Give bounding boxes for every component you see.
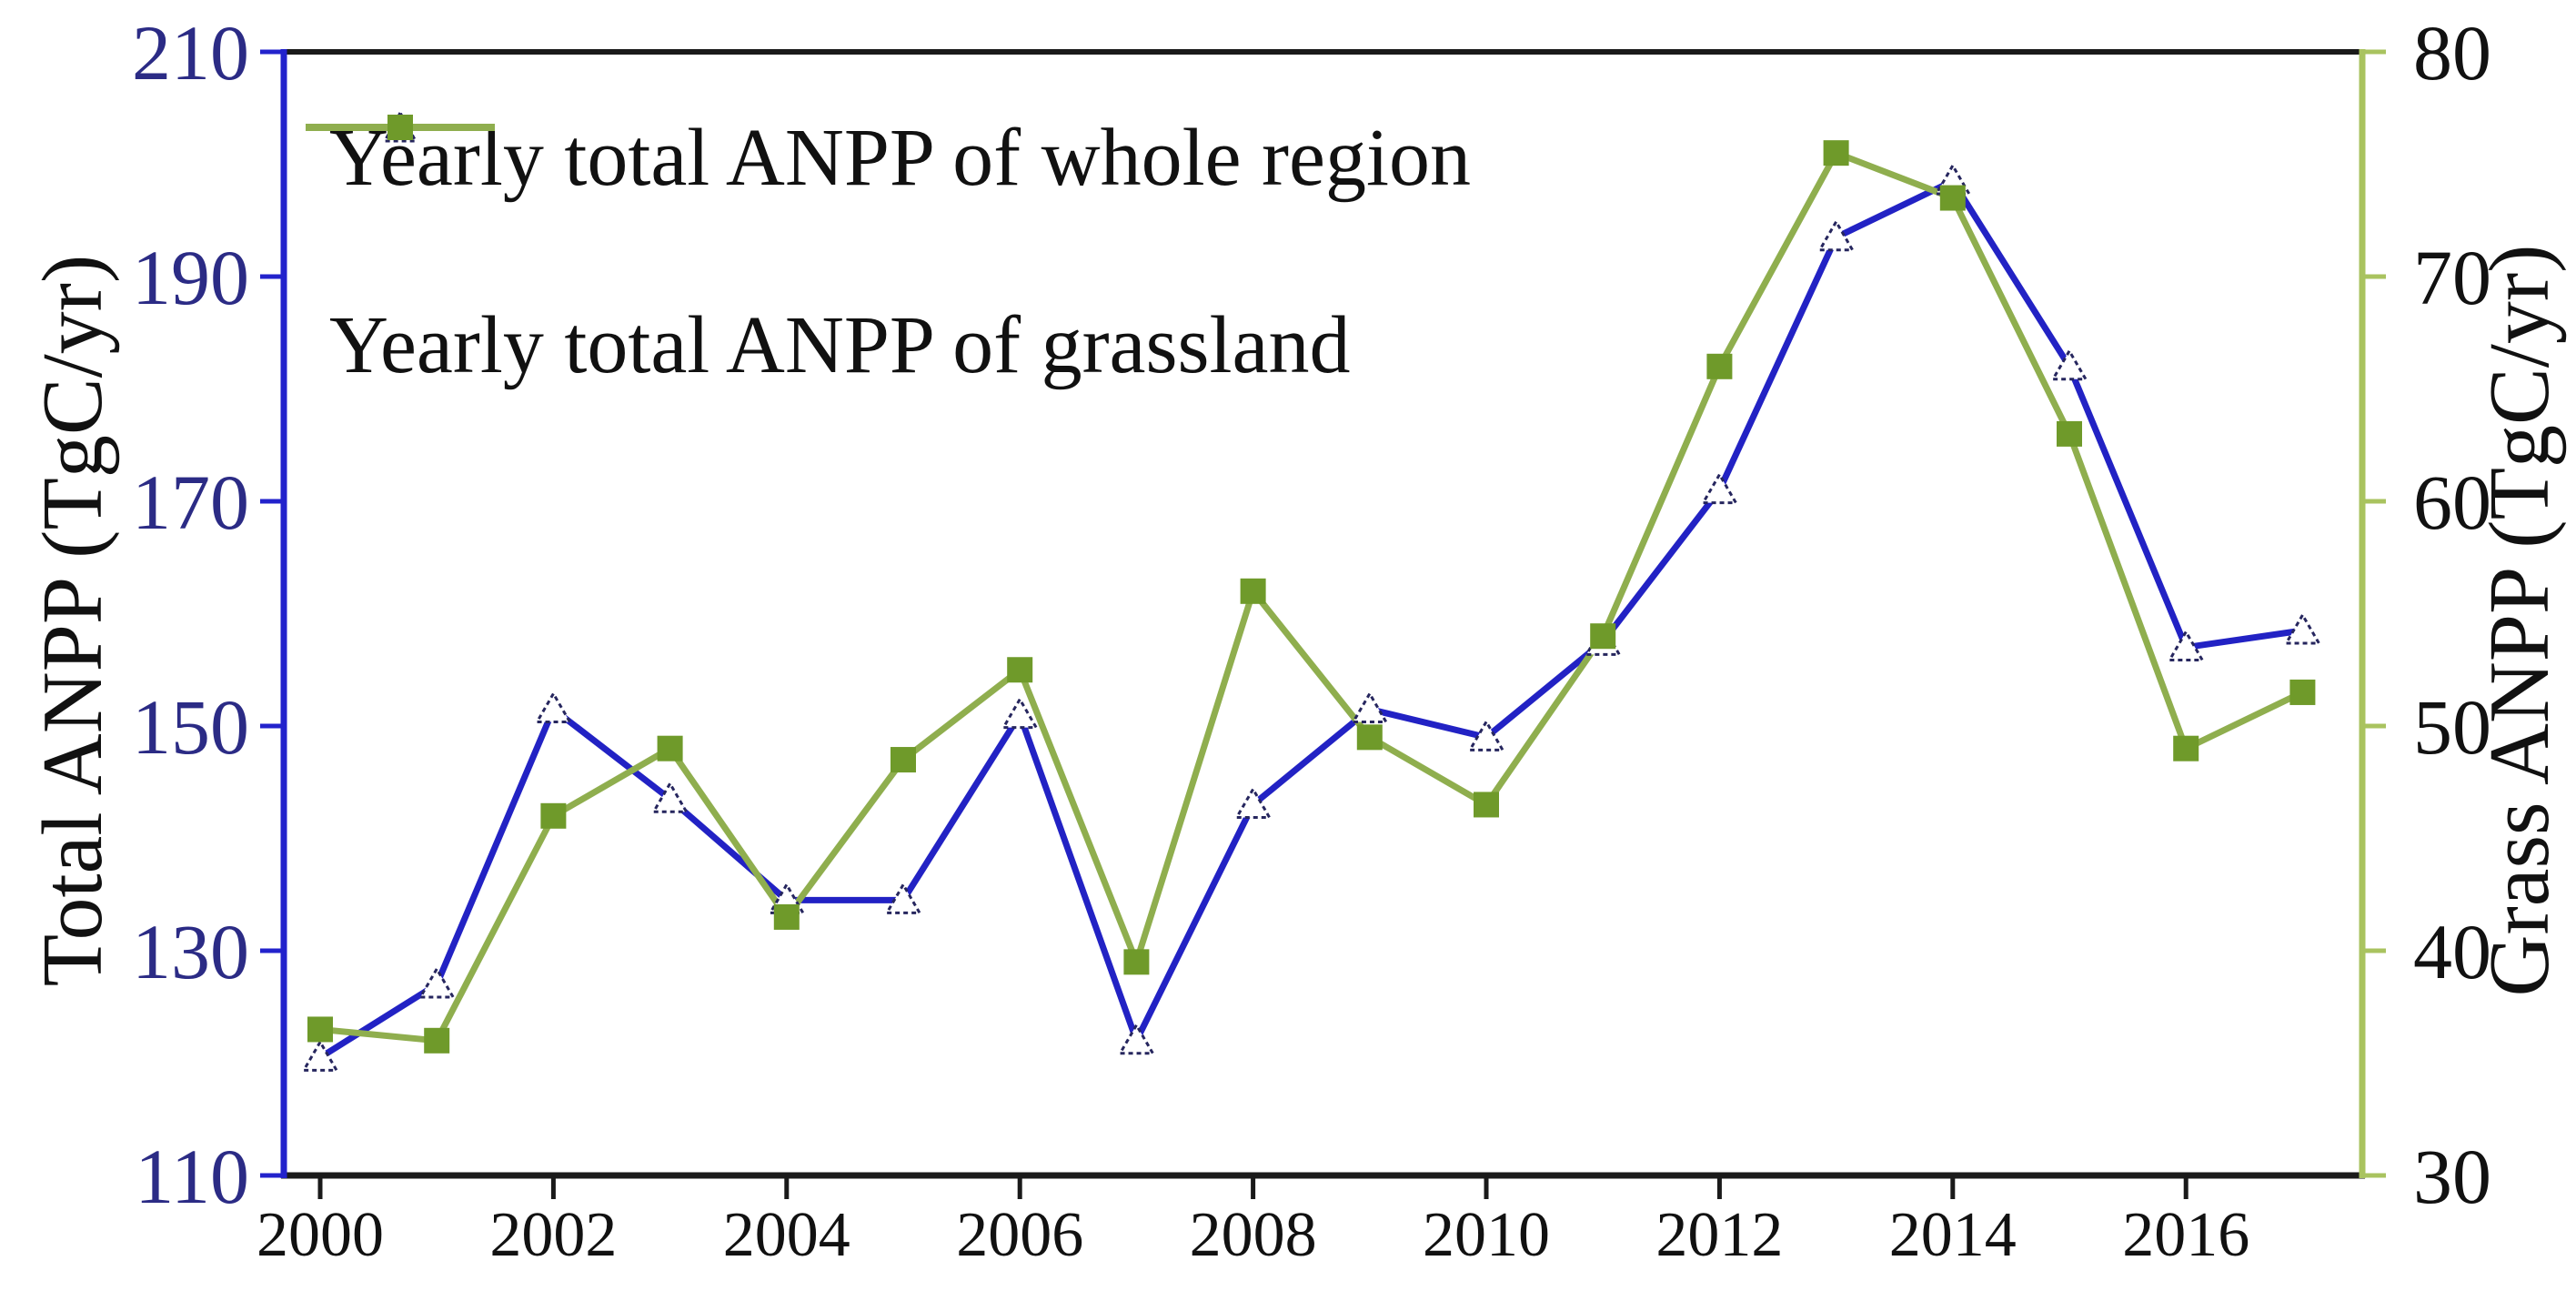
data-point-whole-region <box>1001 696 1039 730</box>
legend-label-whole-region: Yearly total ANPP of whole region <box>329 112 1471 203</box>
data-point-grassland <box>424 1027 450 1054</box>
data-point-grassland <box>1706 353 1733 379</box>
right-axis-tick-label: 70 <box>2413 234 2491 321</box>
right-axis-tick-label: 40 <box>2413 908 2491 995</box>
legend-label-grassland: Yearly total ANPP of grassland <box>329 299 1351 390</box>
right-axis-tick-label: 80 <box>2413 9 2491 96</box>
data-point-whole-region <box>2283 612 2322 645</box>
data-point-whole-region <box>650 781 689 813</box>
data-point-grassland <box>1474 792 1499 818</box>
left-axis-tick-label: 110 <box>135 1133 249 1220</box>
data-point-whole-region <box>1233 786 1273 819</box>
left-axis-title: Total ANPP (TgC/yr) <box>25 254 120 987</box>
data-point-grassland <box>2057 420 2082 447</box>
data-point-grassland <box>1123 949 1150 975</box>
data-point-whole-region <box>1351 691 1389 723</box>
left-axis-tick-label: 130 <box>132 908 249 995</box>
left-axis-tick-label: 190 <box>132 234 249 321</box>
x-axis-tick-label: 2006 <box>956 1200 1083 1270</box>
data-point-grassland <box>657 735 683 761</box>
data-point-grassland <box>1939 185 1966 211</box>
data-point-whole-region <box>1467 719 1505 751</box>
right-axis-tick-label: 50 <box>2413 683 2491 771</box>
data-point-whole-region <box>1816 218 1856 252</box>
data-point-grassland <box>1356 724 1383 751</box>
x-axis-tick-label: 2004 <box>723 1200 850 1270</box>
data-point-whole-region <box>2050 348 2088 381</box>
left-axis-tick-label: 170 <box>132 459 249 546</box>
data-point-grassland <box>1007 657 1033 683</box>
legend: Yearly total ANPP of whole region Yearly… <box>304 107 1471 395</box>
data-point-whole-region <box>534 691 573 723</box>
data-point-whole-region <box>2167 629 2205 662</box>
data-point-grassland <box>540 802 567 829</box>
legend-item-grassland: Yearly total ANPP of grassland <box>304 115 1471 395</box>
left-axis-tick-label: 210 <box>132 9 249 96</box>
data-point-grassland <box>2289 679 2316 705</box>
data-point-grassland <box>307 1016 333 1043</box>
data-point-whole-region <box>884 882 922 914</box>
data-point-whole-region <box>1700 471 1739 505</box>
left-axis-tick-label: 150 <box>132 683 249 771</box>
data-point-grassland <box>1590 623 1616 650</box>
data-point-grassland <box>891 747 916 773</box>
x-axis-tick-label: 2010 <box>1423 1200 1550 1270</box>
series-line-whole-region <box>318 177 2303 1061</box>
x-axis-tick-label: 2012 <box>1655 1200 1783 1270</box>
series-line-grassland <box>319 149 2304 1044</box>
x-axis-tick-label: 2000 <box>257 1200 384 1270</box>
x-axis-tick-label: 2008 <box>1190 1200 1317 1270</box>
data-point-grassland <box>773 903 800 930</box>
right-axis-title: Grass ANPP (TgC/yr) <box>2472 244 2567 997</box>
data-point-grassland <box>1240 578 1266 604</box>
data-point-grassland <box>2173 735 2199 761</box>
data-point-grassland <box>1823 140 1849 166</box>
right-axis-tick-label: 30 <box>2413 1133 2491 1220</box>
x-axis-tick-label: 2014 <box>1889 1200 2017 1270</box>
right-axis-tick-label: 60 <box>2413 459 2491 546</box>
x-axis-tick-label: 2002 <box>489 1200 617 1270</box>
grassland-line-marker-icon <box>306 115 495 140</box>
data-point-whole-region <box>301 1039 339 1072</box>
data-point-whole-region <box>418 966 456 999</box>
x-axis-tick-label: 2016 <box>2122 1200 2249 1270</box>
data-point-whole-region <box>1117 1022 1156 1055</box>
